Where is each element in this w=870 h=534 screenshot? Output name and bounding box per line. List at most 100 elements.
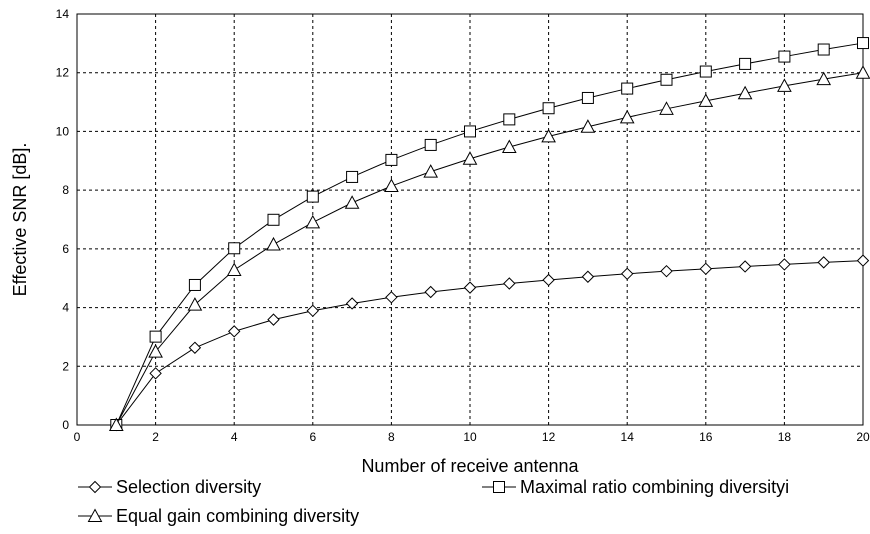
y-tick-label: 14 (56, 7, 70, 21)
diamond-marker (778, 258, 791, 271)
y-axis-title: Effective SNR [dB]. (10, 143, 30, 297)
square-marker (385, 153, 398, 166)
triangle-marker (619, 109, 635, 124)
triangle-marker (462, 151, 478, 165)
square-marker (542, 102, 555, 115)
x-tick-label: 2 (152, 430, 159, 444)
triangle-marker (108, 417, 124, 431)
square-marker (660, 73, 673, 86)
triangle-marker (501, 139, 517, 153)
y-tick-label: 8 (62, 183, 69, 197)
square-marker (424, 138, 437, 151)
series-diamond (110, 254, 870, 432)
square-marker (621, 82, 634, 95)
triangle-marker (580, 119, 596, 133)
diamond-marker (503, 277, 516, 290)
x-tick-label: 12 (542, 430, 556, 444)
x-tick-label: 10 (463, 430, 477, 444)
series-line (115, 260, 864, 426)
diamond-marker (306, 304, 320, 318)
y-tick-label: 12 (56, 66, 70, 80)
legend-entry: Equal gain combining diversity (78, 506, 359, 526)
triangle-marker (305, 214, 321, 229)
diamond-marker (817, 256, 830, 269)
diamond-marker (738, 260, 752, 273)
legend-label: Maximal ratio combining diversityi (520, 477, 789, 497)
square-marker (149, 330, 162, 343)
triangle-marker (737, 85, 753, 100)
square-marker (739, 57, 752, 70)
triangle-marker (187, 297, 203, 311)
y-tick-label: 4 (62, 301, 69, 315)
x-tick-label: 6 (309, 430, 316, 444)
y-tick-labels: 0 2 4 6 8 10 12 14 (56, 7, 70, 432)
square-marker (346, 170, 359, 183)
triangle-marker (148, 344, 163, 358)
series-layer (108, 37, 870, 432)
diamond-marker (856, 254, 870, 267)
square-marker (228, 242, 241, 255)
y-tick-label: 2 (62, 359, 69, 373)
diamond-marker (620, 267, 634, 281)
y-tick-label: 10 (56, 124, 70, 138)
diamond-marker (188, 341, 202, 354)
square-marker (306, 190, 319, 203)
square-marker (267, 213, 280, 226)
x-tick-labels: 0 2 4 6 8 10 12 14 16 18 20 (74, 430, 870, 444)
triangle-marker (855, 65, 870, 79)
diamond-marker (227, 325, 241, 338)
square-marker (581, 91, 594, 104)
square-marker (503, 113, 516, 126)
x-axis-title: Number of receive antenna (361, 456, 579, 476)
triangle-marker (87, 508, 103, 522)
series-square (110, 37, 869, 431)
legend: Selection diversity Maximal ratio combini… (78, 477, 789, 526)
square-marker (817, 43, 830, 56)
diamond-marker (267, 313, 280, 326)
series-line (115, 72, 864, 426)
series-line (115, 42, 864, 426)
legend-entry: Selection diversity (78, 477, 261, 497)
diamond-marker (88, 480, 102, 494)
x-tick-label: 14 (621, 430, 635, 444)
square-marker (778, 50, 791, 63)
diamond-marker (385, 291, 398, 304)
square-marker (699, 65, 712, 78)
diamond-marker (542, 273, 555, 287)
triangle-marker (384, 178, 399, 193)
x-tick-label: 8 (388, 430, 395, 444)
triangle-marker (226, 262, 242, 276)
x-tick-label: 20 (856, 430, 870, 444)
diamond-marker (149, 367, 162, 380)
triangle-marker (698, 93, 714, 107)
triangle-marker (659, 101, 674, 115)
y-tick-label: 0 (62, 418, 69, 432)
triangle-marker (266, 236, 281, 251)
diamond-marker (345, 297, 359, 310)
diamond-marker (463, 281, 477, 294)
triangle-marker (344, 195, 360, 209)
square-marker (464, 125, 476, 138)
diamond-marker (660, 264, 673, 278)
triangle-marker (777, 78, 792, 92)
triangle-marker (423, 164, 439, 178)
diamond-marker (424, 285, 437, 299)
series-triangle (108, 65, 870, 431)
legend-label: Selection diversity (116, 477, 261, 497)
x-tick-label: 0 (74, 430, 81, 444)
square-marker (188, 278, 201, 291)
square-marker (493, 481, 505, 493)
grid (77, 14, 863, 425)
diamond-marker (581, 270, 595, 283)
legend-label: Equal gain combining diversity (116, 506, 359, 526)
x-tick-label: 4 (231, 430, 238, 444)
x-tick-label: 18 (778, 430, 792, 444)
triangle-marker (816, 71, 832, 86)
y-tick-label: 6 (62, 242, 69, 256)
x-tick-label: 16 (699, 430, 713, 444)
plot-frame (76, 13, 864, 426)
diamond-marker (699, 262, 713, 276)
triangle-marker (541, 128, 556, 143)
square-marker (857, 37, 869, 50)
